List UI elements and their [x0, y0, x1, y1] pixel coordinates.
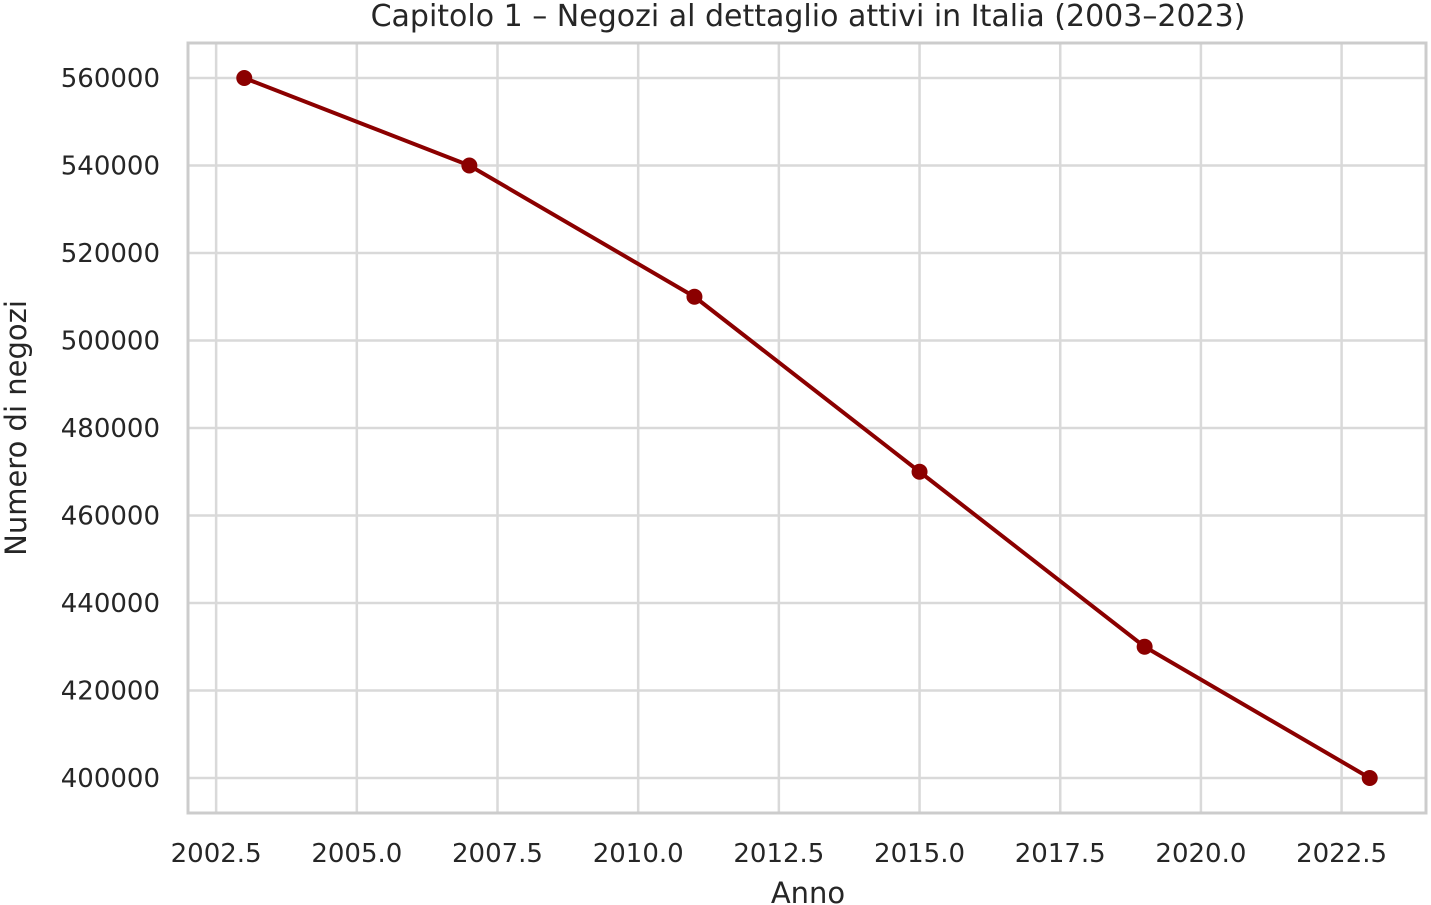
y-tick-label: 420000 [61, 677, 160, 707]
y-axis-ticks: 400000 420000 440000 460000 480000 500000 5200… [61, 64, 160, 794]
x-tick-label: 2020.0 [1155, 839, 1246, 869]
data-point [461, 157, 478, 174]
y-tick-label: 480000 [61, 414, 160, 444]
y-tick-label: 540000 [61, 152, 160, 182]
series-layer [236, 70, 1378, 786]
y-tick-label: 500000 [61, 327, 160, 357]
y-tick-label: 400000 [61, 764, 160, 794]
y-tick-label: 560000 [61, 64, 160, 94]
x-tick-label: 2005.0 [311, 839, 402, 869]
data-point [1136, 638, 1153, 655]
data-point [911, 463, 928, 480]
data-point [1361, 770, 1378, 786]
x-tick-label: 2017.5 [1015, 839, 1106, 869]
y-axis-title: Numero di negozi [0, 300, 33, 556]
x-tick-label: 2002.5 [171, 839, 262, 869]
y-tick-label: 440000 [61, 589, 160, 619]
x-tick-label: 2010.0 [593, 839, 684, 869]
grid-lines [188, 43, 1426, 813]
x-tick-label: 2015.0 [874, 839, 965, 869]
data-point [236, 70, 253, 86]
plot-frame [186, 41, 1428, 815]
data-point [686, 288, 703, 305]
x-tick-label: 2012.5 [733, 839, 824, 869]
chart-title: Capitolo 1 – Negozi al dettaglio attivi … [371, 0, 1246, 34]
y-tick-label: 460000 [61, 502, 160, 532]
x-axis-title: Anno [771, 876, 845, 905]
y-tick-label: 520000 [61, 239, 160, 269]
x-axis-ticks: 2002.5 2005.0 2007.5 2010.0 2012.5 2015.0 2017… [171, 839, 1387, 869]
x-tick-label: 2007.5 [452, 839, 543, 869]
series-line [242, 76, 1372, 780]
x-tick-label: 2022.5 [1296, 839, 1387, 869]
